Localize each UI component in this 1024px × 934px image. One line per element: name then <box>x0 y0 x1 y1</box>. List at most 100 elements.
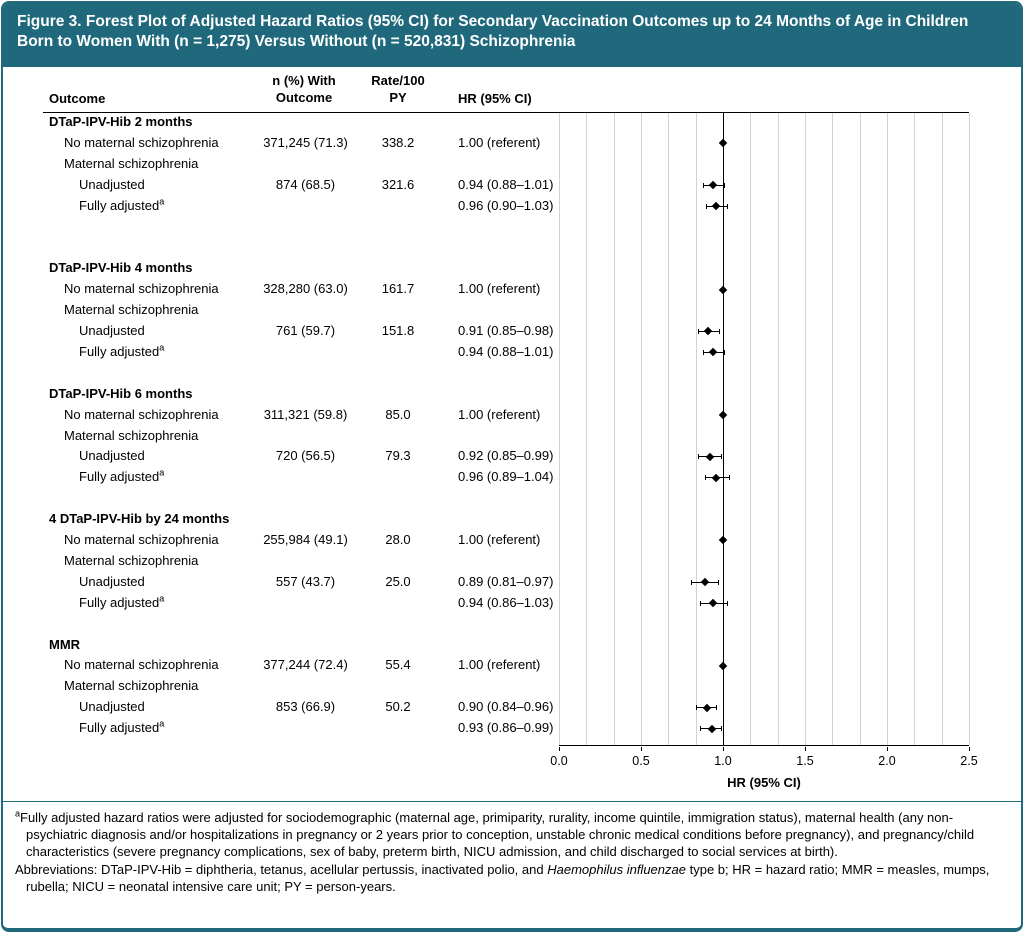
footnote-a-marker: a <box>15 808 21 819</box>
cell-n-with-outcome: 311,321 (59.8) <box>263 406 348 422</box>
group-header-row: DTaP-IPV-Hib 2 months <box>43 112 583 133</box>
ci-cap <box>696 705 698 711</box>
cell-n-with-outcome: 328,280 (63.0) <box>263 281 348 297</box>
axis-tick <box>969 747 970 751</box>
group-header-row: MMR <box>43 635 583 656</box>
table-row: Unadjusted 720 (56.5) 79.3 0.92 (0.85–0.99) <box>43 446 583 467</box>
cell-hr-95ci: 1.00 (referent) <box>458 657 541 673</box>
point-estimate <box>718 285 728 294</box>
cell-hr-95ci: 0.94 (0.88–1.01) <box>458 176 554 192</box>
ci-cap <box>702 182 704 188</box>
ci-cap <box>727 203 729 209</box>
axis-tick-label: 1.0 <box>714 754 732 768</box>
row-label: Fully adjusteda <box>79 718 165 736</box>
table-row: Maternal schizophrenia <box>43 154 583 175</box>
footnote-a: aFully adjusted hazard ratios were adjus… <box>15 809 1009 860</box>
axis-tick <box>641 747 642 751</box>
ci-cap <box>699 726 701 731</box>
table-row: Maternal schizophrenia <box>43 551 583 572</box>
row-label: Fully adjusteda <box>79 467 165 485</box>
cell-hr-95ci: 1.00 (referent) <box>458 406 541 422</box>
reference-line <box>723 113 724 745</box>
cell-hr-95ci: 0.90 (0.84–0.96) <box>458 699 554 715</box>
cell-n-with-outcome: 377,244 (72.4) <box>263 657 348 673</box>
x-axis-label: HR (95% CI) <box>727 775 801 790</box>
gridline <box>613 113 615 745</box>
row-label: No maternal schizophrenia <box>64 657 219 673</box>
group-header-row: DTaP-IPV-Hib 6 months <box>43 384 583 405</box>
table-row: Maternal schizophrenia <box>43 676 583 697</box>
cell-rate-per-100py: 50.2 <box>385 699 411 715</box>
cell-hr-95ci: 0.92 (0.85–0.99) <box>458 448 554 464</box>
forest-plot <box>559 113 970 746</box>
row-label: Fully adjusteda <box>79 196 165 213</box>
group-header-row: DTaP-IPV-Hib 4 months <box>43 258 583 279</box>
row-label: DTaP-IPV-Hib 2 months <box>49 114 193 129</box>
cell-rate-per-100py: 28.0 <box>385 532 411 547</box>
point-estimate <box>705 452 715 462</box>
ci-cap <box>702 349 704 355</box>
axis-tick-label: 0.5 <box>632 754 650 768</box>
table-row: Maternal schizophrenia <box>43 300 583 321</box>
cell-hr-95ci: 0.96 (0.90–1.03) <box>458 197 554 213</box>
row-label: Fully adjusteda <box>79 342 165 359</box>
row-label: Unadjusted <box>79 448 145 464</box>
ci-cap <box>720 454 722 460</box>
axis-tick-label: 1.5 <box>796 754 814 768</box>
table-row: Fully adjusteda 0.96 (0.89–1.04) <box>43 467 583 488</box>
figure-title: Figure 3. Forest Plot of Adjusted Hazard… <box>17 13 969 51</box>
cell-rate-per-100py: 321.6 <box>381 176 415 192</box>
axis-tick <box>723 747 724 751</box>
cell-hr-95ci: 1.00 (referent) <box>458 281 541 297</box>
gridline <box>832 113 834 745</box>
row-label: Maternal schizophrenia <box>64 552 199 568</box>
row-label: No maternal schizophrenia <box>64 281 219 297</box>
table-row: Unadjusted 761 (59.7) 151.8 0.91 (0.85–0.98… <box>43 321 583 342</box>
cell-hr-95ci: 0.94 (0.88–1.01) <box>458 343 554 359</box>
cell-n-with-outcome: 874 (68.5) <box>275 176 336 192</box>
point-estimate <box>718 139 728 148</box>
gridline <box>859 113 861 745</box>
axis-tick <box>559 747 560 751</box>
row-label: DTaP-IPV-Hib 6 months <box>49 385 193 401</box>
row-label: Maternal schizophrenia <box>64 678 199 694</box>
gridline <box>805 113 806 745</box>
cell-hr-95ci: 0.96 (0.89–1.04) <box>458 469 554 485</box>
ci-cap <box>724 349 726 355</box>
cell-n-with-outcome: 557 (43.7) <box>275 573 336 589</box>
axis-tick-label: 2.0 <box>878 754 896 768</box>
cell-rate-per-100py: 79.3 <box>385 448 411 464</box>
cell-hr-95ci: 0.94 (0.86–1.03) <box>458 594 554 610</box>
table-row: Maternal schizophrenia <box>43 426 583 447</box>
ci-cap <box>691 579 693 585</box>
point-estimate <box>712 201 721 211</box>
point-estimate <box>712 473 721 482</box>
table-row: Fully adjusteda 0.93 (0.86–0.99) <box>43 718 583 739</box>
axis-tick-label: 2.5 <box>960 754 978 768</box>
table-row: No maternal schizophrenia 311,321 (59.8) 8… <box>43 405 583 426</box>
footnote-a-text: Fully adjusted hazard ratios were adjust… <box>20 810 975 860</box>
point-estimate <box>700 578 710 587</box>
footnotes: aFully adjusted hazard ratios were adjus… <box>3 801 1021 928</box>
ci-cap <box>720 726 722 731</box>
row-label: MMR <box>49 636 81 652</box>
figure-body: Outcome n (%) With Outcome Rate/100 PY H… <box>3 67 1021 801</box>
cell-hr-95ci: 1.00 (referent) <box>458 134 541 150</box>
row-label: Maternal schizophrenia <box>64 302 199 318</box>
gridline <box>914 113 916 745</box>
table-row: Unadjusted 557 (43.7) 25.0 0.89 (0.81–0.97) <box>43 572 583 593</box>
table-row: No maternal schizophrenia 371,245 (71.3) 3… <box>43 133 583 154</box>
column-header-n-with-outcome: n (%) With Outcome <box>272 73 336 105</box>
gridline <box>559 113 560 745</box>
axis-tick <box>887 747 888 751</box>
row-label: No maternal schizophrenia <box>64 532 219 547</box>
column-header-rate: Rate/100 PY <box>371 73 425 105</box>
point-estimate <box>718 410 728 420</box>
gridline <box>969 113 970 745</box>
cell-hr-95ci: 0.89 (0.81–0.97) <box>458 573 554 589</box>
ci-cap <box>727 600 729 606</box>
table-row: Unadjusted 853 (66.9) 50.2 0.90 (0.84–0.96) <box>43 697 583 718</box>
point-estimate <box>707 724 716 733</box>
table-row: Unadjusted 874 (68.5) 321.6 0.94 (0.88–1.01… <box>43 175 583 196</box>
